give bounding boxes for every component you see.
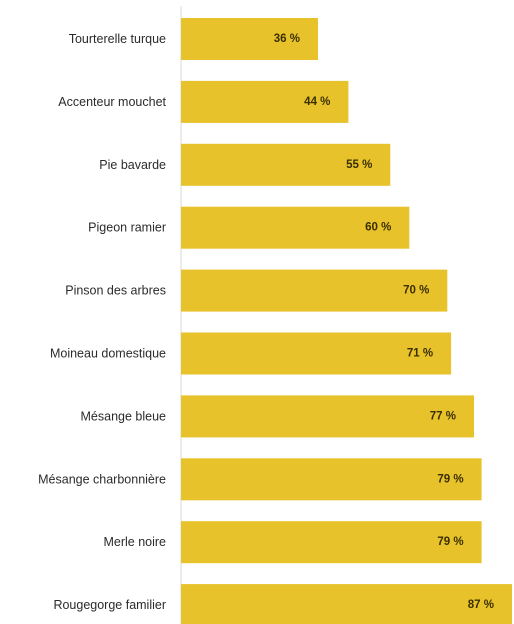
bar-5: [181, 269, 448, 312]
value-label-5: 70 %: [403, 285, 429, 297]
value-label-7: 77 %: [430, 410, 456, 422]
bar-4: [181, 206, 410, 249]
category-label-8: Mésange charbonnière: [38, 472, 166, 486]
category-label-3: Pie bavarde: [99, 158, 166, 172]
value-label-8: 79 %: [437, 473, 463, 485]
bar-1: [181, 18, 318, 60]
category-label-9: Merle noire: [103, 535, 166, 549]
value-label-4: 60 %: [365, 222, 391, 234]
bar-3: [181, 143, 391, 186]
bar-6: [181, 332, 452, 375]
category-label-2: Accenteur mouchet: [58, 95, 166, 109]
category-label-4: Pigeon ramier: [88, 221, 166, 235]
category-label-7: Mésange bleue: [81, 409, 167, 423]
category-label-5: Pinson des arbres: [65, 284, 166, 298]
bar-8: [181, 458, 482, 501]
bar-9: [181, 521, 482, 564]
value-labels-group: 36 % 44 % 55 % 60 % 70 % 71 % 77 % 79 % 79 % 87 %: [274, 33, 494, 611]
bar-2: [181, 80, 349, 123]
category-label-6: Moineau domestique: [50, 347, 166, 361]
bar-7: [181, 395, 474, 438]
value-label-2: 44 %: [304, 96, 330, 108]
category-label-1: Tourterelle turque: [69, 32, 166, 46]
value-label-9: 79 %: [437, 536, 463, 548]
bars-group: [181, 18, 512, 624]
value-label-6: 71 %: [407, 348, 433, 360]
category-labels-group: Tourterelle turque Accenteur mouchet Pie b…: [38, 32, 166, 612]
value-label-10: 87 %: [468, 599, 494, 611]
value-label-1: 36 %: [274, 33, 300, 45]
value-label-3: 55 %: [346, 159, 372, 171]
category-label-10: Rougegorge familier: [53, 598, 166, 612]
bar-10: [181, 584, 512, 624]
